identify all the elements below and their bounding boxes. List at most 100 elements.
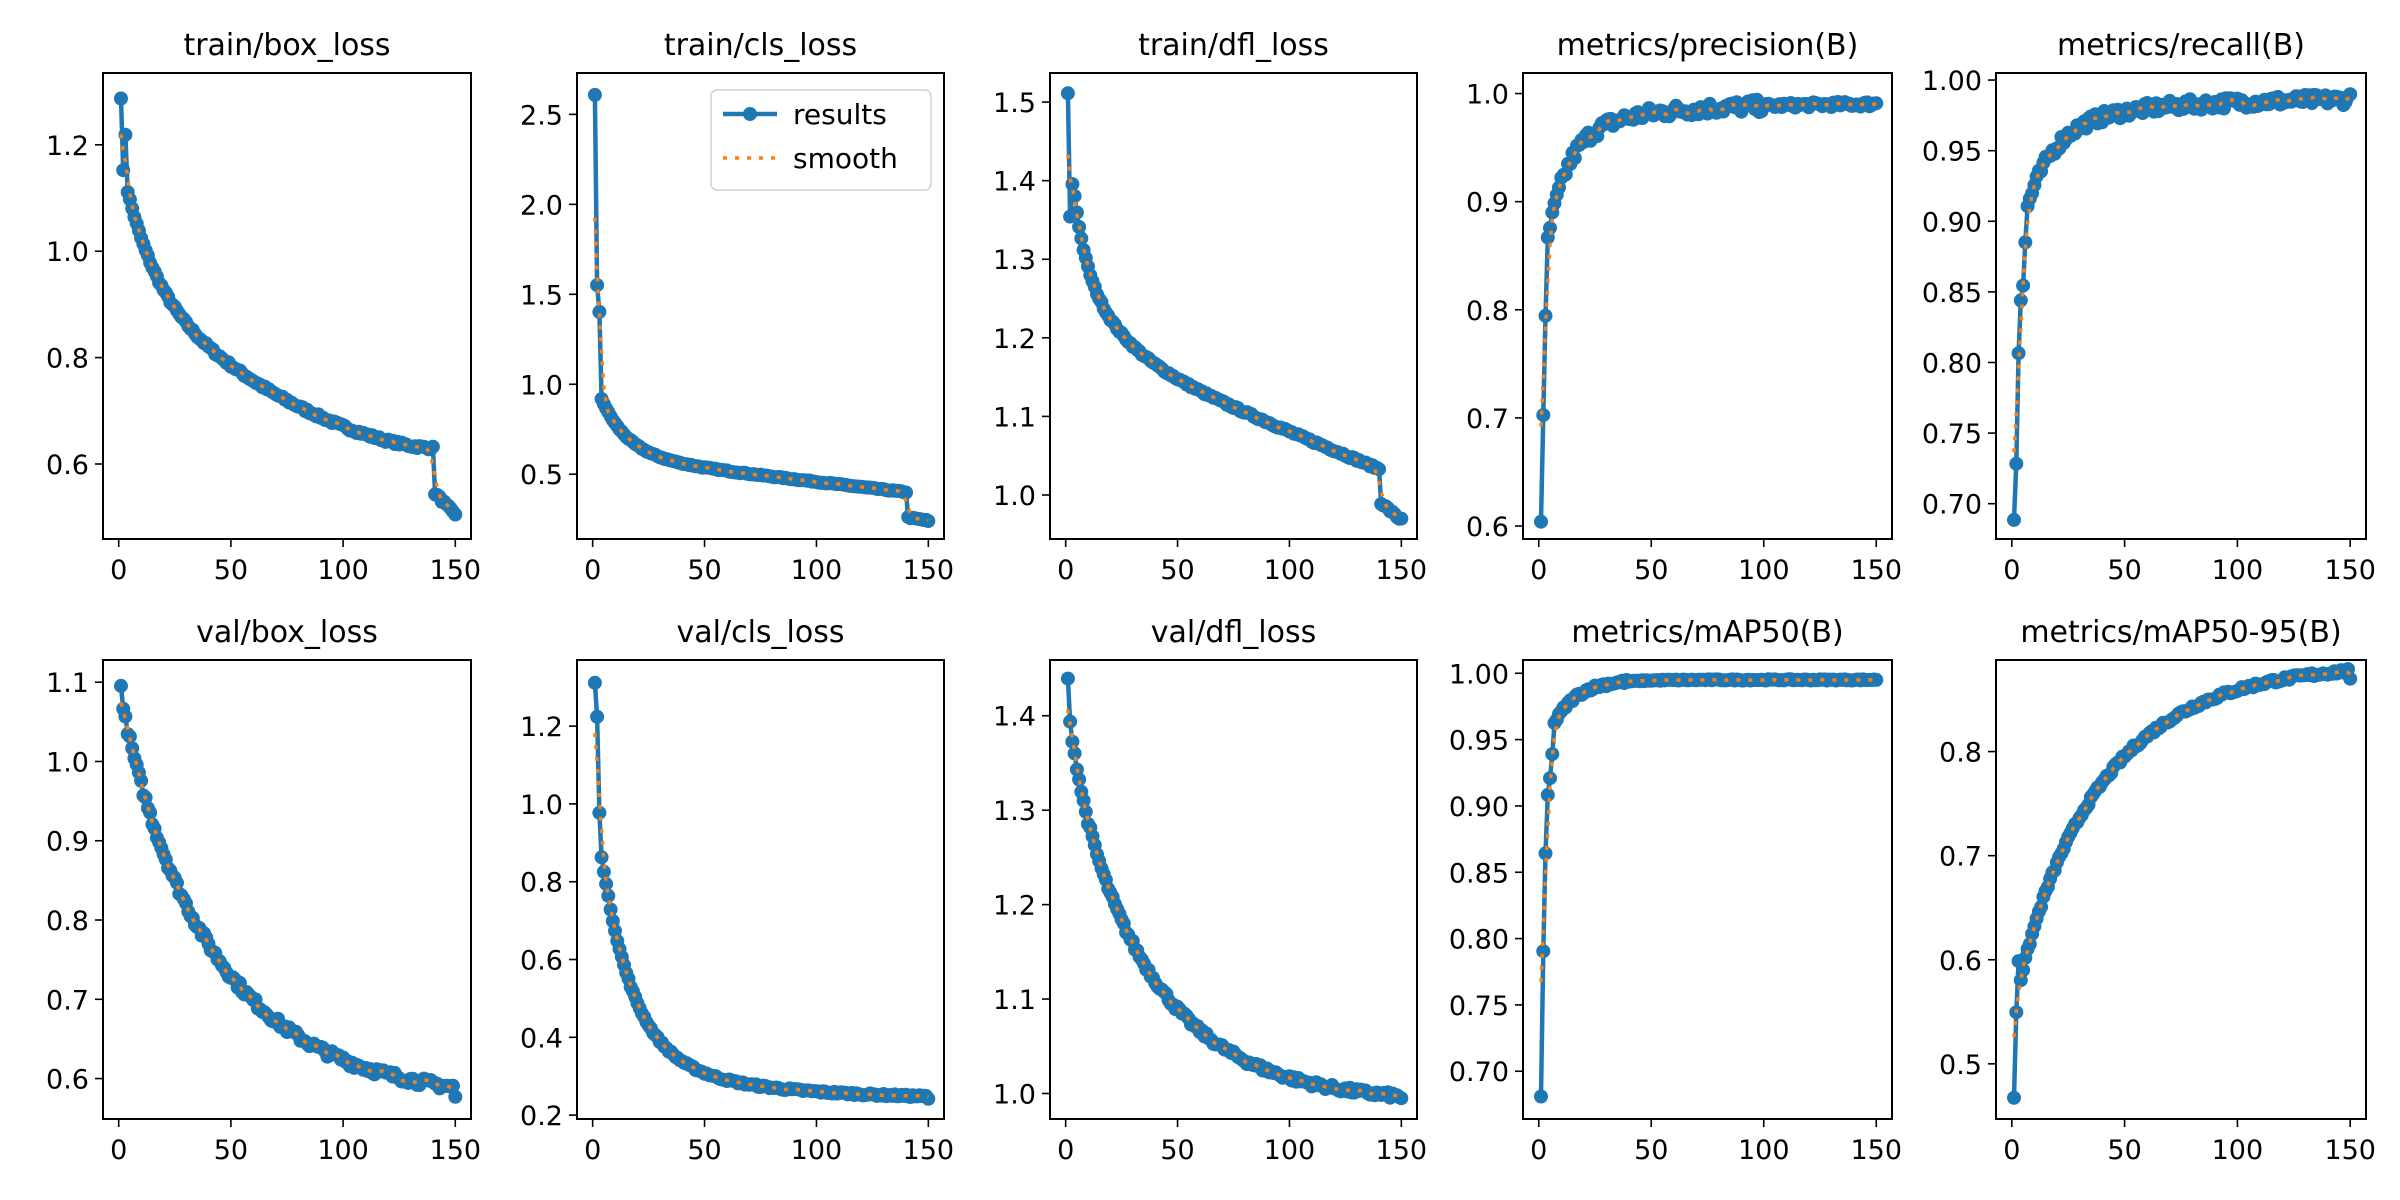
- x-tick-label: 50: [1160, 555, 1194, 586]
- subplot-title: train/box_loss: [183, 28, 390, 63]
- y-tick-label: 1.0: [993, 481, 1036, 512]
- results-point: [587, 87, 602, 102]
- x-tick-label: 100: [1738, 1135, 1790, 1166]
- y-tick-label: 1.2: [520, 712, 563, 743]
- x-tick-label: 100: [791, 1135, 843, 1166]
- results-point: [1536, 408, 1551, 423]
- y-tick-label: 0.6: [520, 946, 563, 977]
- axes-frame: [1995, 659, 2367, 1120]
- results-point: [143, 805, 158, 820]
- results-point: [596, 864, 611, 879]
- results-point: [1540, 787, 1555, 802]
- results-point: [1534, 514, 1548, 529]
- results-point: [1869, 672, 1884, 687]
- results-point: [1536, 944, 1551, 959]
- results-point: [921, 1091, 936, 1106]
- results-point: [592, 304, 607, 319]
- results-point: [899, 485, 913, 500]
- y-tick-label: 1.00: [1922, 66, 1982, 97]
- results-line: [592, 682, 931, 1101]
- y-tick-label: 0.8: [46, 906, 89, 937]
- subplot-metrics-map50-95-b-: metrics/mAP50-95(B) 0 50 100 150 0.5 0.6 0.7 0.8: [1939, 615, 2376, 1166]
- y-tick-label: 0.8: [1939, 738, 1982, 769]
- results-point: [1543, 771, 1557, 786]
- subplot-val-dfl-loss: val/dfl_loss 0 50 100 150 1.0 1.1 1.2 1.3 1.4: [993, 615, 1427, 1166]
- results-point: [2343, 87, 2358, 102]
- y-tick-label: 0.85: [1449, 858, 1509, 889]
- y-tick-label: 0.7: [46, 985, 89, 1016]
- y-tick-label: 0.70: [1922, 490, 1982, 521]
- results-point: [1543, 220, 1557, 235]
- results-point: [590, 278, 605, 293]
- y-tick-label: 0.7: [1939, 842, 1982, 873]
- y-tick-label: 2.0: [520, 190, 563, 221]
- results-point: [1567, 151, 1582, 165]
- results-point: [114, 678, 128, 693]
- x-tick-label: 100: [2212, 555, 2264, 586]
- y-tick-label: 1.2: [46, 131, 89, 162]
- smooth-line: [1066, 154, 1402, 520]
- x-tick-label: 50: [2107, 1135, 2141, 1166]
- x-tick-label: 150: [903, 555, 955, 586]
- results-point: [1060, 86, 1075, 101]
- x-tick-label: 150: [2324, 555, 2376, 586]
- subplot-train-cls-loss: train/cls_loss 0 50 100 150 0.5 1.0 1.5 2.0 2.5 re…: [520, 28, 954, 586]
- results-point: [2016, 278, 2031, 293]
- y-tick-label: 0.6: [1939, 946, 1982, 977]
- y-tick-label: 0.95: [1449, 726, 1509, 757]
- x-tick-label: 100: [317, 555, 369, 586]
- results-point: [2013, 293, 2028, 308]
- subplot-title: metrics/recall(B): [2057, 28, 2305, 63]
- subplot-title: val/box_loss: [196, 615, 378, 650]
- x-tick-label: 150: [1376, 1135, 1428, 1166]
- y-tick-label: 1.0: [46, 747, 89, 778]
- y-tick-label: 0.75: [1449, 991, 1509, 1022]
- x-tick-label: 150: [1376, 555, 1428, 586]
- results-point: [1538, 846, 1553, 861]
- y-tick-label: 0.5: [1939, 1050, 1982, 1081]
- y-tick-label: 1.5: [520, 280, 563, 311]
- axes-frame: [576, 659, 945, 1120]
- x-tick-label: 0: [2003, 1135, 2020, 1166]
- results-point: [1869, 96, 1884, 111]
- y-tick-label: 1.1: [46, 668, 89, 699]
- y-tick-label: 0.7: [1466, 404, 1509, 435]
- x-tick-label: 150: [430, 1135, 482, 1166]
- x-tick-label: 50: [687, 1135, 721, 1166]
- results-point: [1372, 462, 1386, 477]
- axes-frame: [102, 72, 472, 540]
- x-tick-label: 150: [2324, 1135, 2376, 1166]
- results-point: [1067, 746, 1082, 761]
- x-tick-label: 150: [430, 555, 482, 586]
- x-tick-label: 0: [1530, 555, 1547, 586]
- results-point: [603, 902, 618, 917]
- x-tick-label: 0: [110, 1135, 127, 1166]
- results-point: [118, 127, 133, 142]
- x-tick-label: 100: [2212, 1135, 2264, 1166]
- x-tick-label: 50: [687, 555, 721, 586]
- legend-results-marker: [743, 107, 757, 121]
- results-point: [1065, 734, 1080, 749]
- x-tick-label: 0: [1530, 1135, 1547, 1166]
- results-point: [1060, 671, 1075, 686]
- x-tick-label: 50: [1634, 555, 1668, 586]
- y-tick-label: 0.90: [1449, 792, 1509, 823]
- x-tick-label: 100: [791, 555, 843, 586]
- y-tick-label: 0.8: [1466, 296, 1509, 327]
- y-tick-label: 0.8: [46, 344, 89, 375]
- results-point: [2007, 512, 2021, 527]
- x-tick-label: 0: [1057, 1135, 1074, 1166]
- x-tick-label: 0: [584, 1135, 601, 1166]
- x-tick-label: 0: [1057, 555, 1074, 586]
- x-tick-label: 0: [584, 555, 601, 586]
- y-tick-label: 1.00: [1449, 659, 1509, 690]
- subplot-metrics-precision-b-: metrics/precision(B) 0 50 100 150 0.6 0.7 0.8 0.…: [1466, 28, 1902, 586]
- results-point: [1394, 1091, 1409, 1106]
- results-point: [601, 888, 616, 903]
- x-tick-label: 150: [1850, 555, 1902, 586]
- results-point: [2007, 1090, 2021, 1105]
- results-point: [448, 1089, 463, 1104]
- y-tick-label: 0.9: [46, 827, 89, 858]
- subplot-title: val/cls_loss: [677, 615, 845, 650]
